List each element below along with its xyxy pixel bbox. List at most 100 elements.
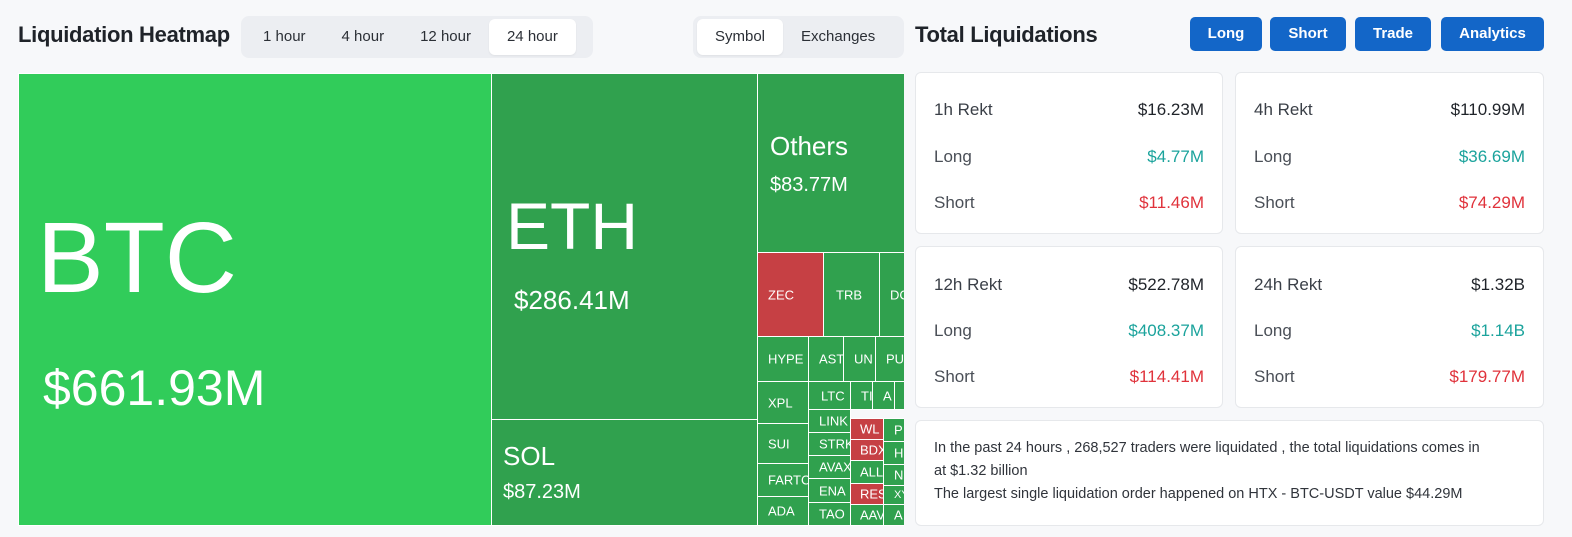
tile-xy[interactable]: XY (883, 485, 904, 505)
card-4h: 4h Rekt $110.99M Long $36.69M Short $74.29M (1235, 72, 1544, 234)
tile-trb[interactable]: TRB (823, 252, 880, 337)
tile-aav[interactable]: AAV (850, 504, 884, 526)
summary-card: In the past 24 hours , 268,527 traders w… (915, 420, 1544, 526)
tab-24-hour[interactable]: 24 hour (488, 19, 576, 55)
tile-ti-label: TI (861, 388, 873, 403)
tile-aav-label: AAV (860, 507, 884, 523)
short-button[interactable]: Short (1270, 17, 1346, 51)
analytics-button[interactable]: Analytics (1441, 17, 1544, 51)
heatmap-title: Liquidation Heatmap (18, 22, 230, 47)
tab-exchanges[interactable]: Exchanges (801, 28, 876, 45)
tile-hype[interactable]: HYPE (757, 336, 809, 382)
tile-tao[interactable]: TAO (808, 502, 851, 526)
card-4h-long-label: Long (1254, 147, 1292, 166)
card-1h-label: 1h Rekt (934, 100, 993, 119)
card-4h-short: $74.29M (1458, 193, 1525, 212)
tab-1-hour[interactable]: 1 hour (263, 28, 306, 45)
tile-a2[interactable]: A (883, 504, 904, 526)
card-4h-short-label: Short (1254, 193, 1295, 212)
tile-res[interactable]: RES (850, 483, 884, 505)
tile-n[interactable]: N (883, 464, 904, 486)
card-24h-long: $1.14B (1471, 321, 1525, 340)
tile-a1-label: A (883, 388, 892, 403)
card-12h-long: $408.37M (1128, 321, 1204, 340)
tile-btc-symbol: BTC (37, 202, 237, 314)
tile-a1[interactable]: A (872, 381, 895, 410)
card-24h: 24h Rekt $1.32B Long $1.14B Short $179.77M (1235, 246, 1544, 408)
card-1h: 1h Rekt $16.23M Long $4.77M Short $11.46M (915, 72, 1223, 234)
tile-dc-label: DC (890, 287, 904, 302)
tile-small-1[interactable] (894, 381, 904, 410)
tile-ltc-label: LTC (821, 388, 845, 403)
tile-sui-label: SUI (768, 436, 790, 451)
tile-btc[interactable]: BTC $661.93M (18, 73, 492, 526)
tile-un-label: UN (854, 351, 873, 367)
card-12h-long-label: Long (934, 321, 972, 340)
view-selector: Symbol Exchanges (693, 16, 904, 58)
tile-h[interactable]: H (883, 441, 904, 465)
tile-tao-label: TAO (819, 506, 845, 522)
tile-fartcoin-label: FARTC (768, 472, 809, 488)
tile-sol[interactable]: SOL $87.23M (491, 419, 758, 526)
tile-n-label: N (894, 467, 904, 483)
tile-pu-label: PU (886, 351, 904, 367)
tile-dc[interactable]: DC (879, 252, 904, 337)
total-liquidations-title: Total Liquidations (915, 22, 1098, 47)
tile-link[interactable]: LINK (808, 409, 851, 433)
tile-ena-label: ENA (819, 483, 846, 498)
card-1h-long: $4.77M (1147, 147, 1204, 166)
card-1h-long-label: Long (934, 147, 972, 166)
tile-ti[interactable]: TI (850, 381, 873, 410)
card-12h-short: $114.41M (1129, 367, 1204, 386)
summary-line-2: at $1.32 billion (934, 463, 1028, 479)
tile-link-label: LINK (819, 413, 848, 429)
long-button[interactable]: Long (1190, 17, 1262, 51)
tile-others-value: $83.77M (770, 174, 848, 196)
card-12h-short-label: Short (934, 367, 975, 386)
tile-ltc[interactable]: LTC (808, 381, 851, 410)
summary-line-1: In the past 24 hours , 268,527 traders w… (934, 440, 1480, 456)
tile-xpl-label: XPL (768, 395, 793, 410)
tile-pu[interactable]: PU (875, 336, 904, 382)
tile-strk-label: STRK (819, 436, 851, 452)
tile-xpl[interactable]: XPL (757, 381, 809, 424)
tab-4-hour[interactable]: 4 hour (341, 28, 385, 45)
tile-un[interactable]: UN (843, 336, 876, 382)
tile-ada[interactable]: ADA (757, 496, 809, 526)
card-4h-long: $36.69M (1458, 147, 1525, 166)
tile-zec-label: ZEC (768, 287, 794, 302)
tile-eth-symbol: ETH (506, 189, 638, 263)
card-12h-total: $522.78M (1128, 275, 1204, 294)
tile-btc-value: $661.93M (43, 360, 266, 416)
card-24h-label: 24h Rekt (1254, 275, 1323, 294)
tile-p[interactable]: P (883, 418, 904, 442)
card-12h: 12h Rekt $522.78M Long $408.37M Short $114.… (915, 246, 1223, 408)
tile-others[interactable]: Others $83.77M (757, 73, 904, 253)
liquidation-treemap: BTC $661.93M ETH $286.41M SOL $87.23M Ot… (18, 73, 904, 526)
tab-12-hour[interactable]: 12 hour (420, 28, 471, 45)
tile-fartcoin[interactable]: FARTC (757, 463, 809, 497)
tile-eth[interactable]: ETH $286.41M (491, 73, 758, 420)
card-1h-total: $16.23M (1137, 100, 1204, 119)
tile-a2-label: A (894, 507, 903, 523)
tile-ast[interactable]: AST (808, 336, 844, 382)
tile-wl[interactable]: WL (850, 418, 884, 440)
tab-symbol[interactable]: Symbol (697, 19, 784, 55)
tile-zec[interactable]: ZEC (757, 252, 824, 337)
tile-others-symbol: Others (770, 131, 849, 161)
card-24h-short: $179.77M (1449, 367, 1525, 386)
tile-hype-label: HYPE (768, 351, 804, 367)
tile-sui[interactable]: SUI (757, 423, 809, 464)
tile-avax-label: AVAX (819, 459, 851, 475)
tile-eth-value: $286.41M (514, 285, 630, 315)
card-1h-short-label: Short (934, 193, 975, 212)
tile-strk[interactable]: STRK (808, 432, 851, 456)
tile-avax[interactable]: AVAX (808, 455, 851, 479)
trade-button[interactable]: Trade (1355, 17, 1431, 51)
card-4h-total: $110.99M (1450, 100, 1525, 119)
card-4h-label: 4h Rekt (1254, 100, 1313, 119)
tile-wl-label: WL (860, 421, 880, 437)
tile-all[interactable]: ALL (850, 460, 884, 484)
tile-bdx[interactable]: BDX (850, 439, 884, 461)
tile-ena[interactable]: ENA (808, 478, 851, 503)
